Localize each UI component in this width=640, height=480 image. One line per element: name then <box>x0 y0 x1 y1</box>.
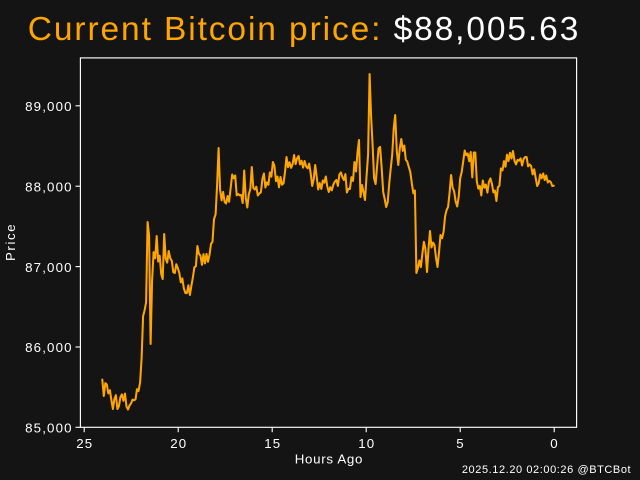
svg-text:5: 5 <box>456 436 465 451</box>
svg-text:89,000: 89,000 <box>25 99 73 114</box>
svg-text:85,000: 85,000 <box>25 421 73 436</box>
svg-text:25: 25 <box>76 436 93 451</box>
svg-text:10: 10 <box>358 436 375 451</box>
svg-text:Current Bitcoin price: $88,005: Current Bitcoin price: $88,005.63 <box>28 11 580 48</box>
svg-text:86,000: 86,000 <box>25 340 73 355</box>
svg-text:Price: Price <box>3 223 18 261</box>
svg-text:15: 15 <box>264 436 281 451</box>
svg-text:Hours Ago: Hours Ago <box>295 451 363 466</box>
svg-text:0: 0 <box>550 436 559 451</box>
svg-text:20: 20 <box>170 436 187 451</box>
svg-text:2025.12.20 02:00:26 @BTCBot: 2025.12.20 02:00:26 @BTCBot <box>462 464 631 476</box>
svg-text:88,000: 88,000 <box>25 179 73 194</box>
svg-text:87,000: 87,000 <box>25 260 73 275</box>
